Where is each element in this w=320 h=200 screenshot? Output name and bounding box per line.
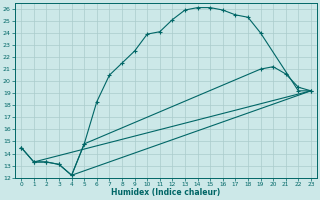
X-axis label: Humidex (Indice chaleur): Humidex (Indice chaleur) [111, 188, 221, 197]
